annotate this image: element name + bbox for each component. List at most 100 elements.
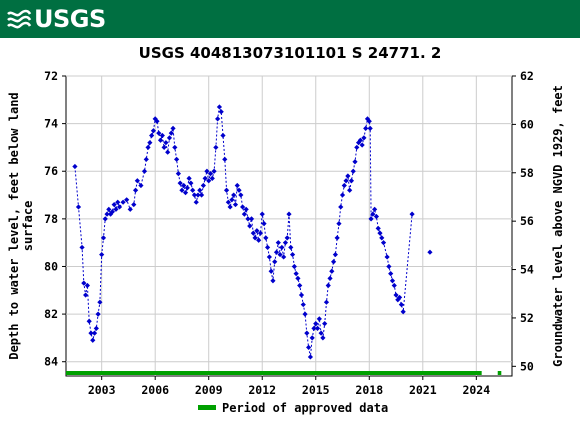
data-point — [166, 135, 173, 141]
data-point — [227, 204, 233, 210]
plot-frame — [65, 75, 513, 377]
data-point — [395, 297, 401, 303]
data-point — [327, 275, 333, 281]
data-point — [245, 216, 251, 222]
data-point — [238, 192, 244, 198]
data-point — [206, 178, 212, 184]
usgs-header-banner: USGS — [0, 0, 580, 38]
legend: Period of approved data — [198, 401, 388, 415]
data-point — [264, 244, 271, 251]
left-axis-label-line2: surface — [21, 201, 35, 252]
data-point — [243, 206, 249, 212]
data-point — [309, 335, 315, 341]
data-point — [172, 144, 178, 151]
data-point — [154, 118, 160, 124]
data-point — [113, 206, 119, 212]
data-point — [143, 156, 149, 162]
data-point — [336, 221, 342, 227]
data-point — [190, 187, 196, 193]
data-point — [200, 182, 206, 189]
data-point — [202, 175, 208, 181]
left-axis-label-line1: Depth to water level, feet below land — [7, 92, 21, 359]
data-point — [298, 292, 305, 298]
data-point — [104, 211, 110, 217]
data-point — [348, 178, 355, 184]
data-point — [375, 225, 381, 231]
data-point — [156, 130, 162, 136]
data-point — [325, 282, 331, 289]
data-point — [198, 192, 205, 198]
data-point — [75, 204, 82, 210]
data-point — [314, 325, 321, 331]
data-point — [229, 197, 235, 203]
data-point — [254, 228, 260, 234]
data-point — [259, 211, 265, 217]
x-axis-ticks: 2003 2006 2009 2012 2015 2018 2021 2024 — [88, 376, 490, 397]
data-point — [281, 254, 287, 260]
data-point — [147, 140, 153, 146]
data-point — [366, 118, 372, 124]
data-point — [184, 185, 190, 191]
data-point — [332, 251, 338, 258]
data-point — [289, 251, 296, 258]
data-point — [320, 335, 326, 341]
data-point — [188, 180, 194, 186]
data-point — [367, 125, 373, 131]
left-y-tick-label: 74 — [44, 117, 58, 131]
data-point — [161, 144, 167, 151]
data-point — [175, 171, 181, 177]
data-point — [268, 268, 274, 274]
data-point — [372, 206, 378, 212]
data-point — [297, 282, 303, 289]
data-point — [86, 318, 92, 324]
data-point — [359, 142, 365, 148]
data-point — [329, 268, 335, 274]
data-point — [256, 237, 262, 243]
data-point — [138, 182, 144, 189]
right-y-tick-label: 60 — [520, 117, 534, 131]
data-point — [99, 251, 105, 258]
x-tick-label: 2009 — [195, 383, 223, 397]
data-point — [355, 140, 362, 146]
data-point — [232, 201, 239, 208]
data-point — [179, 187, 185, 193]
right-y-tick-label: 52 — [520, 311, 534, 325]
data-point — [186, 175, 192, 181]
approved-period-bars — [66, 371, 502, 375]
data-point — [323, 299, 330, 305]
data-point — [409, 211, 415, 217]
data-point — [347, 187, 353, 193]
data-point — [334, 235, 340, 241]
data-point — [282, 240, 289, 246]
data-point — [120, 199, 126, 205]
data-point — [257, 230, 264, 236]
data-point — [181, 182, 187, 189]
data-point — [261, 221, 267, 227]
usgs-logo[interactable]: USGS — [6, 4, 106, 34]
data-point — [398, 301, 404, 308]
usgs-wave-icon — [6, 6, 32, 32]
right-y-tick-label: 50 — [520, 359, 534, 373]
data-point — [127, 206, 133, 212]
legend-swatch — [198, 405, 216, 410]
data-point — [318, 330, 324, 336]
grid-lines — [66, 75, 512, 376]
data-point — [350, 168, 356, 174]
data-point — [368, 216, 374, 222]
left-y-axis-ticks: 72 74 76 78 80 82 84 — [44, 69, 66, 369]
left-y-tick-label: 72 — [44, 69, 58, 83]
data-point — [338, 204, 344, 210]
data-point — [380, 240, 387, 246]
data-point — [400, 309, 406, 315]
data-point — [106, 206, 112, 212]
data-point — [279, 244, 285, 251]
data-point — [218, 109, 224, 115]
data-point — [213, 144, 219, 151]
data-point — [286, 211, 292, 217]
data-point — [363, 125, 369, 131]
data-point — [263, 235, 269, 241]
data-point — [191, 192, 198, 198]
data-point — [145, 144, 151, 151]
chart-title: USGS 404813073101101 S 24771. 2 — [139, 44, 442, 62]
